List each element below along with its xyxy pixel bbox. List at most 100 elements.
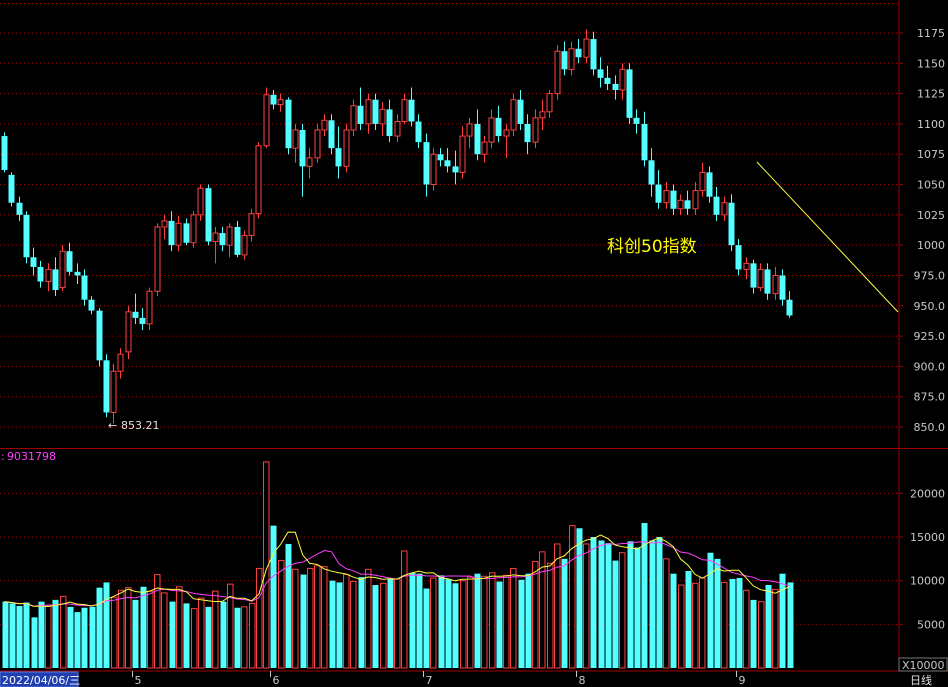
volume-unit-label: X10000	[902, 659, 945, 672]
volume-bar	[532, 560, 539, 669]
candle-body	[226, 226, 233, 246]
candle-body	[96, 310, 103, 361]
candle	[415, 114, 422, 149]
candle-body	[190, 214, 197, 244]
candle-body	[786, 299, 793, 316]
candle	[561, 41, 568, 76]
candle	[750, 259, 757, 294]
candle	[183, 218, 190, 246]
trendline	[756, 161, 899, 313]
volume-bar	[750, 599, 757, 668]
candle-body	[524, 123, 531, 143]
price-tick-label: 1175	[917, 27, 945, 40]
volume-bar	[52, 599, 59, 668]
candle-body	[183, 223, 190, 243]
volume-bar	[292, 568, 299, 669]
candle-body	[728, 202, 735, 246]
candle	[154, 223, 161, 297]
bottom-bar: 2022/04/06/三 5 6 7 8 9 日线 X10000	[0, 657, 948, 687]
volume-bar	[547, 562, 554, 669]
x-tick-label: 5	[135, 674, 142, 687]
volume-bar	[249, 602, 256, 669]
candle	[633, 109, 640, 134]
candle	[197, 184, 204, 221]
volume-bar	[321, 566, 328, 669]
volume-bar	[2, 601, 9, 668]
volume-bar	[496, 581, 503, 668]
volume-bar	[634, 547, 641, 668]
volume-bar	[263, 461, 270, 669]
candle-body	[299, 129, 306, 167]
candle-body	[81, 275, 88, 300]
candle-body	[45, 268, 52, 283]
date-box[interactable]	[0, 671, 79, 687]
volume-bar	[89, 606, 96, 668]
candle	[452, 150, 459, 185]
volume-tick-label: 20000	[910, 487, 945, 500]
candle	[132, 293, 139, 324]
min-label: 853.21	[121, 419, 160, 432]
volume-bar	[212, 590, 219, 669]
candle-body	[495, 117, 502, 137]
price-tick-label: 875.0	[914, 391, 946, 404]
volume-bar	[649, 540, 656, 668]
volume-bar	[387, 578, 394, 668]
candle-body	[575, 48, 582, 58]
volume-bar	[583, 543, 590, 669]
volume-bar	[256, 567, 263, 669]
candle	[226, 223, 233, 258]
candle	[139, 308, 146, 331]
candle	[357, 87, 364, 130]
candle	[23, 211, 30, 264]
candle-body	[430, 153, 437, 186]
volume-bar	[605, 543, 612, 668]
volume-ma-short	[4, 531, 790, 608]
candle-body	[612, 83, 619, 90]
candle	[190, 211, 197, 248]
candle-body	[1, 136, 8, 170]
candle	[510, 93, 517, 137]
candle-body	[532, 117, 539, 143]
volume-bar	[220, 601, 227, 668]
candle-body	[554, 50, 561, 95]
candle	[379, 102, 386, 137]
volume-bar	[111, 596, 118, 669]
candle-body	[110, 370, 117, 413]
volume-bar	[125, 587, 132, 669]
candle	[575, 39, 582, 64]
volume-bar	[438, 575, 445, 668]
volume-unit-box	[898, 657, 948, 672]
volume-bar	[714, 558, 721, 668]
candle	[328, 114, 335, 155]
candle-body	[30, 257, 37, 267]
volume-bar	[31, 617, 38, 668]
volume-bar	[561, 558, 568, 668]
volume-bar	[452, 583, 459, 668]
candle	[721, 196, 728, 221]
candle-body	[619, 68, 626, 91]
candle	[503, 123, 510, 158]
x-tick-label: 6	[273, 674, 280, 687]
volume-bar	[234, 607, 241, 668]
candle	[524, 114, 531, 155]
candle-body	[546, 93, 553, 113]
period-label[interactable]: 日线	[910, 673, 932, 687]
candle-body	[292, 129, 299, 149]
candle-body	[59, 250, 66, 289]
candle	[539, 99, 546, 130]
candle-body	[314, 129, 321, 159]
candle-body	[510, 99, 517, 131]
volume-bar	[394, 578, 401, 669]
candle-body	[757, 268, 764, 289]
volume-bar	[641, 523, 648, 668]
volume-bar	[365, 568, 372, 669]
volume-marker-label: 9031798	[7, 450, 56, 463]
candle-body	[474, 123, 481, 155]
candle	[59, 245, 66, 292]
candlesticks	[1, 29, 793, 424]
volume-bar	[314, 565, 321, 669]
volume-bar	[554, 543, 561, 669]
price-tick-label: 1075	[917, 148, 945, 161]
candle	[713, 186, 720, 221]
volume-bar	[612, 560, 619, 668]
